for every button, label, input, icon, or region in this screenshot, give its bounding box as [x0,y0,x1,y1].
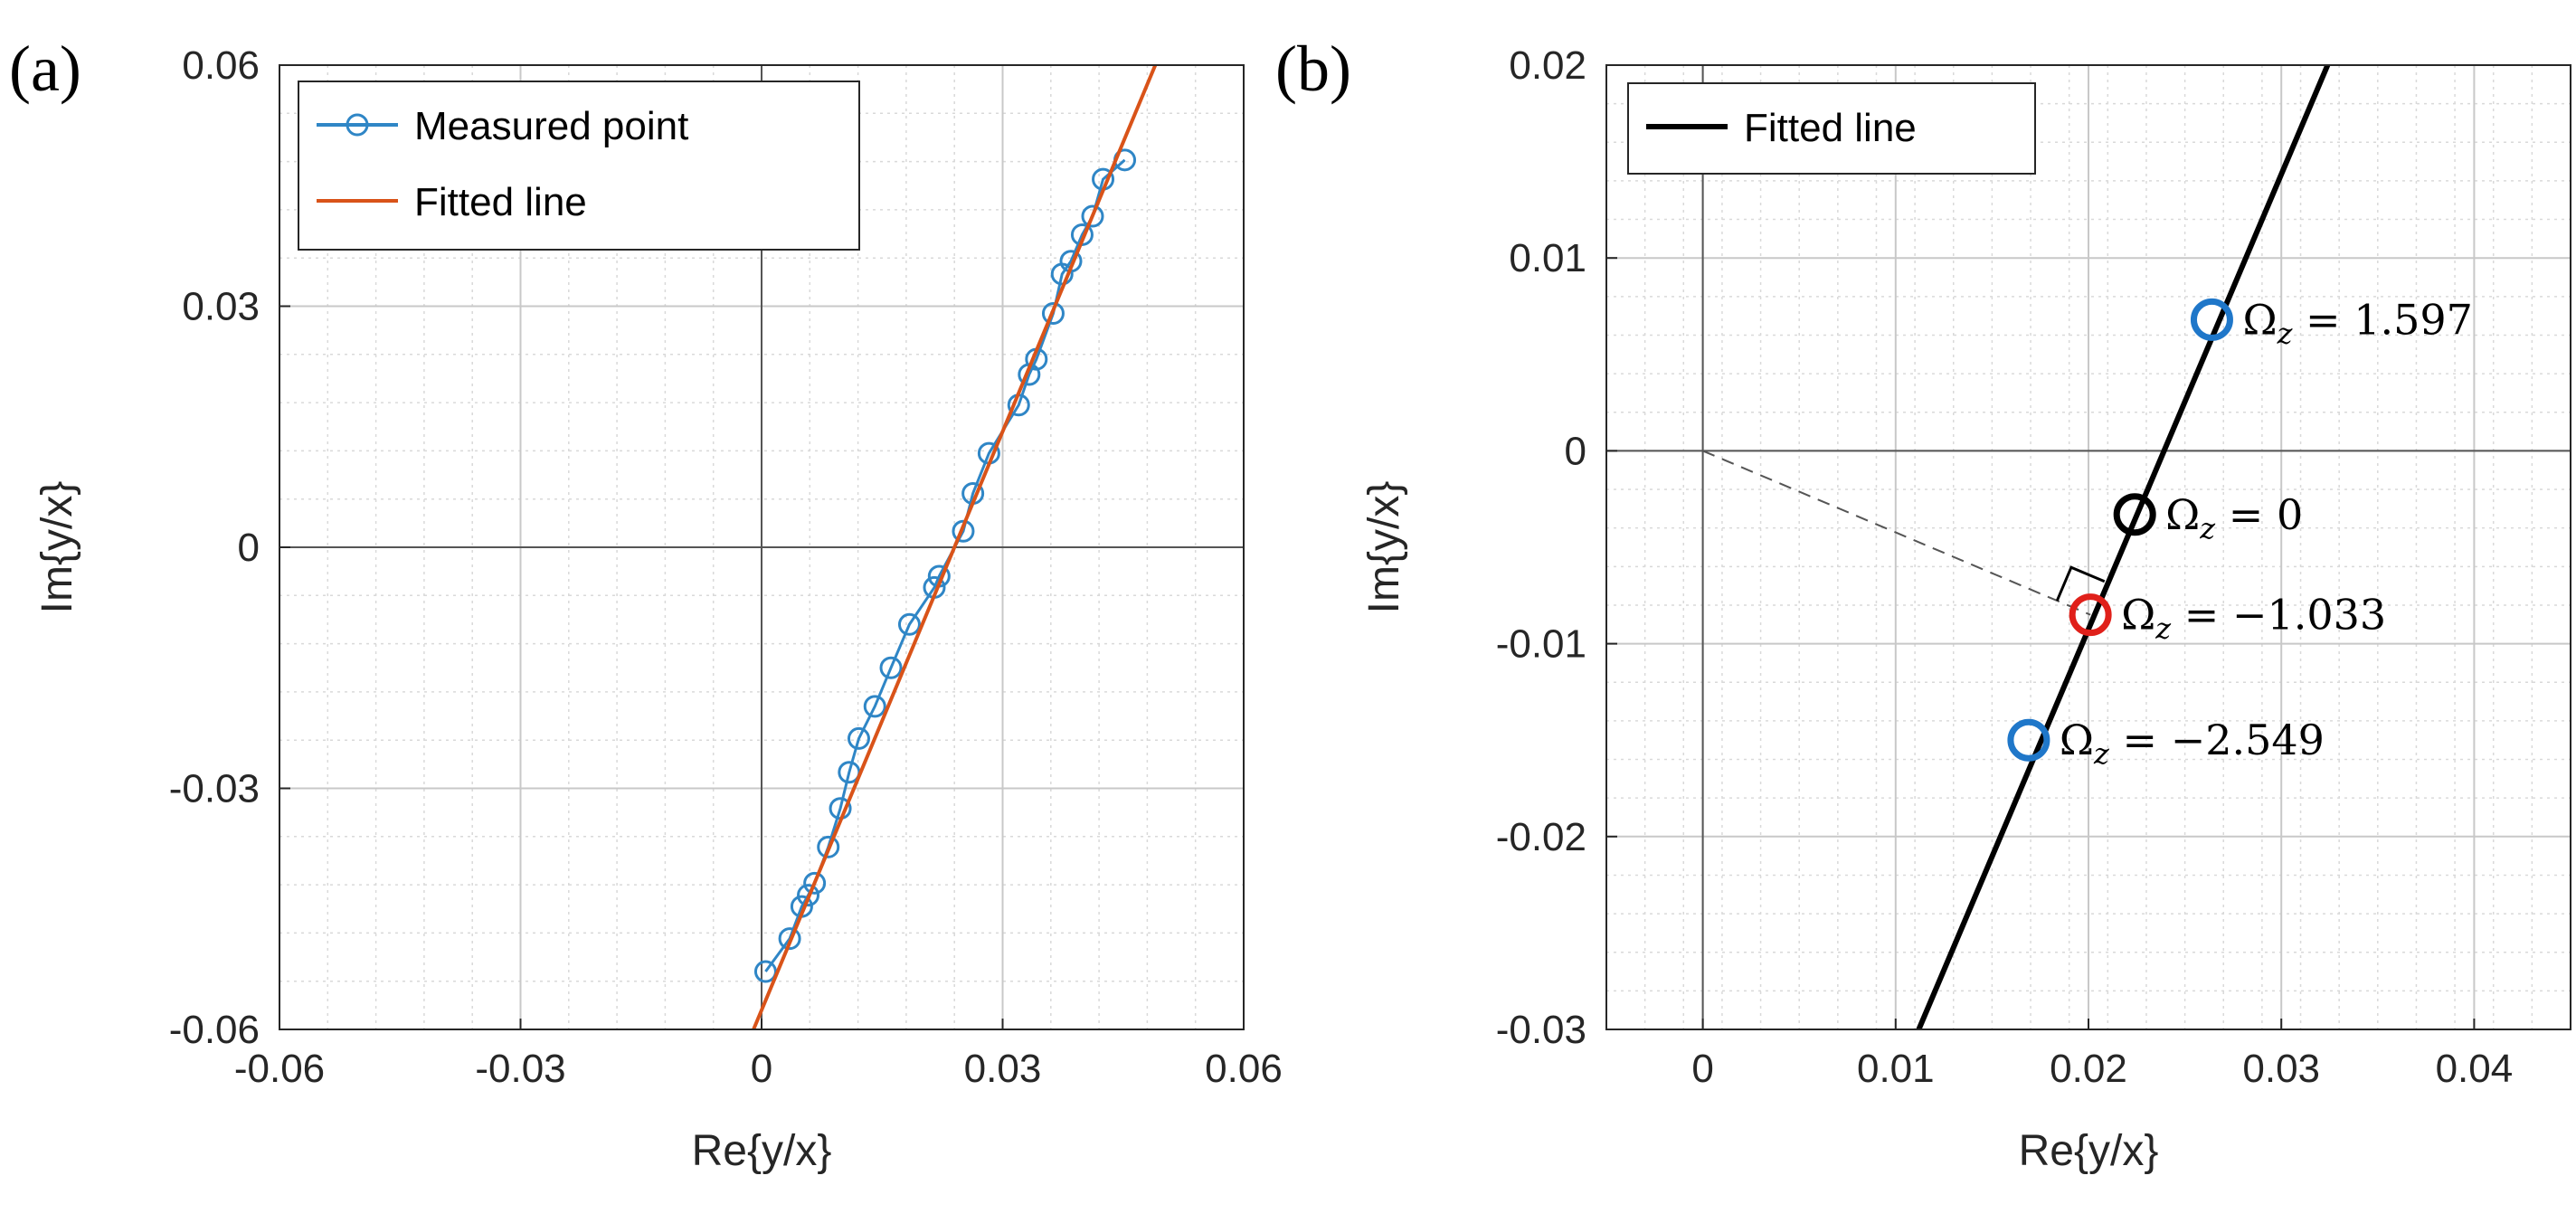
annotation-marker [2113,493,2156,536]
data-point-marker [847,726,870,750]
annotation-label: Ωz = −1.033 [2121,591,2386,646]
data-point-marker [879,656,903,679]
data-point-marker [797,884,820,907]
x-tick-label: 0 [751,1047,772,1091]
legend: Fitted line [1627,82,2036,175]
y-tick-label: -0.01 [1496,622,1586,667]
series-group [752,65,1158,1029]
x-tick-label: -0.03 [475,1047,565,1091]
series-dashed-line [1702,450,2091,616]
annotation-label: Ωz = −2.549 [2060,716,2325,771]
legend: Measured point Fitted line [298,81,860,251]
x-axis-label: Re{y/x} [2019,1127,2159,1175]
data-point-marker [803,871,827,895]
x-tick-label: 0.01 [1857,1047,1935,1091]
y-tick-label: 0.01 [1509,236,1586,280]
y-tick-label: 0 [238,526,260,570]
legend-label: Fitted line [1744,106,1917,150]
data-point-marker [778,927,801,951]
series-fitted-line [1916,65,2331,1029]
data-point-marker [817,835,840,858]
y-tick-label: 0 [1565,429,1586,473]
legend-label: Fitted line [414,180,587,224]
data-point-marker [753,960,777,983]
data-point-marker [897,612,921,636]
y-axis-label: Im{y/x} [33,481,81,614]
legend-swatch-marker [346,113,369,137]
chart-panel-1: -0.06 -0.03 0 0.03 0.06 -0.06 -0.03 0 0.03 0.06 Re… [9,33,1283,1175]
annotation-marker [2190,298,2233,341]
series-fitted-line [752,65,1158,1029]
y-tick-label: -0.02 [1496,815,1586,859]
y-tick-label: 0.03 [182,285,260,329]
annotation-marker [2007,718,2050,762]
panel-label: (b) [1275,33,1351,105]
x-tick-label: -0.06 [234,1047,325,1091]
x-tick-label: 0.04 [2436,1047,2514,1091]
legend-box [298,81,860,251]
legend-box [1627,82,2036,175]
x-tick-label: 0.02 [2050,1047,2127,1091]
y-tick-label: -0.03 [169,767,260,811]
series-group [1702,65,2331,1029]
panel-label: (a) [9,33,81,105]
x-axis-label: Re{y/x} [692,1127,832,1175]
y-axis-label: Im{y/x} [1360,481,1408,614]
annotation-label: Ωz = 0 [2165,490,2303,545]
annotation-marker [2069,593,2112,637]
x-tick-label: 0.03 [2242,1047,2320,1091]
x-tick-label: 0 [1691,1047,1713,1091]
data-point-marker [863,695,886,718]
legend-label: Measured point [414,104,688,148]
annotation-label: Ωz = 1.597 [2242,295,2472,350]
right-angle-marker [2055,565,2106,602]
y-tick-label: 0.02 [1509,43,1586,88]
chart-panel-2: Ωz = 1.597 Ωz = 0 Ωz = −1.033 Ωz = −2.549 0 0… [1275,33,2571,1175]
x-tick-label: 0.06 [1205,1047,1283,1091]
data-point-marker [1081,204,1104,228]
y-tick-label: -0.03 [1496,1008,1586,1052]
data-point-marker [1041,301,1065,325]
y-tick-label: 0.06 [182,43,260,88]
y-tick-label: -0.06 [169,1008,260,1052]
x-tick-label: 0.03 [964,1047,1042,1091]
data-point-marker [952,519,975,543]
